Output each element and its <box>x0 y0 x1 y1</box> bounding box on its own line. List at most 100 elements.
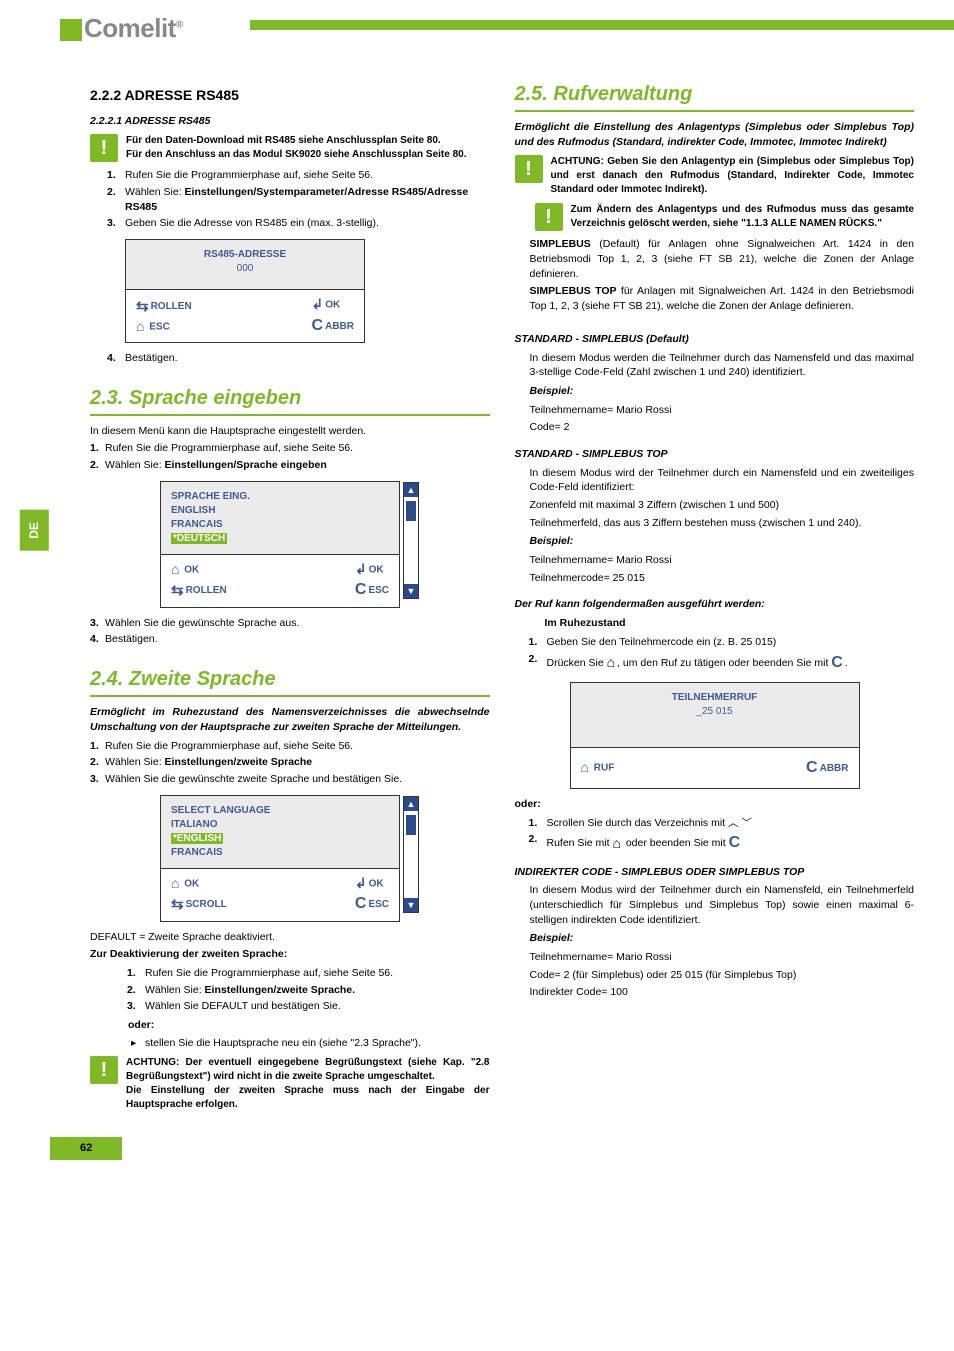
step-text: Wählen Sie die gewünschte zweite Sprache… <box>105 773 402 785</box>
body-bold: oder: <box>128 1019 154 1031</box>
intro-text: Ermöglicht die Einstellung des Anlagenty… <box>515 120 915 149</box>
warn-line: Die Einstellung der zweiten Sprache muss… <box>126 1084 490 1112</box>
warn-line: ACHTUNG: Der eventuell eingegebene Begrü… <box>126 1056 490 1084</box>
btn-label: OK <box>184 879 199 890</box>
c-icon: C <box>312 315 324 337</box>
language-tab: DE <box>20 510 49 551</box>
warn-text: Für den Daten-Download mit RS485 siehe A… <box>126 134 490 162</box>
btn-label: ESC <box>368 585 389 596</box>
body-bold: SIMPLEBUS TOP <box>530 285 617 297</box>
step-text: Rufen Sie die Programmierphase auf, sieh… <box>105 442 353 454</box>
bell-icon: ⌂ <box>581 758 589 778</box>
body-text: Teilnehmerfeld, das aus 3 Ziffern besteh… <box>530 516 915 531</box>
step-text: Rufen Sie die Programmierphase auf, sieh… <box>145 967 393 979</box>
btn-label: OK <box>369 564 384 575</box>
btn-label: ABBR <box>325 320 354 331</box>
warn-line: " <box>877 218 882 229</box>
btn-label: SCROLL <box>186 899 227 910</box>
warn-text: Zum Ändern des Anlagentyps und des Rufmo… <box>571 203 915 231</box>
example-label: Beispiel: <box>530 534 915 549</box>
scrollbar[interactable]: ▲ ▼ <box>403 482 419 599</box>
step-text: Rufen Sie die Programmierphase auf, sieh… <box>105 740 353 752</box>
scroll-up-icon[interactable]: ▲ <box>404 797 418 811</box>
scroll-down-icon[interactable]: ▼ <box>404 584 418 598</box>
scroll-up-icon[interactable]: ▲ <box>404 483 418 497</box>
btn-label: ESC <box>149 321 170 332</box>
display-screen: RS485-ADRESSE 000 <box>126 240 364 290</box>
warn-text: ACHTUNG: Der eventuell eingegebene Begrü… <box>126 1056 490 1112</box>
enter-icon: ↲ <box>355 560 367 580</box>
bullet-text: stellen Sie die Hauptsprache neu ein (si… <box>145 1037 421 1049</box>
body-text: In diesem Modus wird der Teilnehmer durc… <box>530 883 915 927</box>
display-line: ENGLISH <box>171 504 389 518</box>
step-bold: Einstellungen/zweite Sprache. <box>205 984 356 996</box>
btn-label: ROLLEN <box>186 585 227 596</box>
bell-icon: ⌂ <box>171 874 179 894</box>
c-icon: C <box>355 579 367 601</box>
body-text: In diesem Modus werden die Teilnehmer du… <box>530 351 915 380</box>
display-buttons: ⌂ OK ⇆ROLLEN ↲OK CESC <box>161 555 399 607</box>
bell-icon: ⌂ <box>612 834 620 854</box>
swap-icon: ⇆ <box>136 296 149 317</box>
step-text: Bestätigen. <box>105 633 158 645</box>
warn-icon: ! <box>535 203 563 231</box>
warning-box: ! ACHTUNG: Der eventuell eingegebene Beg… <box>90 1056 490 1112</box>
step-text: Geben Sie die Adresse von RS485 ein (max… <box>125 217 379 229</box>
display-line: 000 <box>136 262 354 276</box>
example-text: Indirekter Code= 100 <box>530 985 915 1000</box>
display-line: SPRACHE EING. <box>171 490 389 504</box>
body-text: DEFAULT = Zweite Sprache deaktiviert. <box>90 930 490 945</box>
step-bold: Einstellungen/Sprache eingeben <box>165 459 327 471</box>
warning-box: ! ACHTUNG: Geben Sie den Anlagentyp ein … <box>515 155 915 197</box>
btn-label: OK <box>325 299 340 310</box>
c-icon: C <box>729 832 741 854</box>
header-stripe <box>250 20 954 30</box>
step-text: Wählen Sie: <box>105 459 165 471</box>
display-panel: RS485-ADRESSE 000 ⇆ROLLEN ⌂ ESC ↲OK CABB… <box>125 239 365 343</box>
enter-icon: ↲ <box>312 295 324 315</box>
warn-line: Für den Anschluss an das Modul SK9020 si… <box>126 148 490 162</box>
display-line: TEILNEHMERRUF <box>581 691 849 705</box>
scroll-down-icon[interactable]: ▼ <box>404 898 418 912</box>
warn-line: Zum Ändern des Anlagentyps und des Rufmo… <box>571 204 915 229</box>
step-text: Wählen Sie die gewünschte Sprache aus. <box>105 617 299 629</box>
heading-222: 2.2.2 ADRESSE RS485 <box>90 86 490 106</box>
display-panel: SELECT LANGUAGE ITALIANO *ENGLISH FRANCA… <box>160 795 400 922</box>
step-text: Wählen Sie DEFAULT und bestätigen Sie. <box>145 1000 341 1012</box>
warn-text: ACHTUNG: Geben Sie den Anlagentyp ein (S… <box>551 155 915 197</box>
display-line: _25 015 <box>581 705 849 719</box>
display-panel: SPRACHE EING. ENGLISH FRANCAIS *DEUTSCH … <box>160 481 400 608</box>
sub-heading: INDIREKTER CODE - SIMPLEBUS ODER SIMPLEB… <box>515 865 915 880</box>
display-screen: SELECT LANGUAGE ITALIANO *ENGLISH FRANCA… <box>161 796 399 869</box>
right-column: 2.5. Rufverwaltung Ermöglicht die Einste… <box>515 80 915 1118</box>
btn-label: OK <box>184 565 199 576</box>
chevron-up-icon: ︿ <box>728 817 739 829</box>
heading-2221: 2.2.2.1 ADRESSE RS485 <box>90 114 490 129</box>
display-line-selected: *ENGLISH <box>171 833 223 844</box>
step-text: Rufen Sie die Programmierphase auf, sieh… <box>125 169 373 181</box>
logo-icon <box>60 19 82 41</box>
step-text: , um den Ruf zu tätigen oder beenden Sie… <box>617 656 831 668</box>
example-label: Beispiel: <box>530 931 915 946</box>
heading-24: 2.4. Zweite Sprache <box>90 665 490 697</box>
display-buttons: ⇆ROLLEN ⌂ ESC ↲OK CABBR <box>126 290 364 342</box>
example-label: Beispiel: <box>530 384 915 399</box>
btn-label: OK <box>369 878 384 889</box>
step-text: oder beenden Sie mit <box>623 837 729 849</box>
step-text: Wählen Sie: <box>125 186 185 198</box>
body-bold: Im Ruhezustand <box>545 617 626 629</box>
scrollbar[interactable]: ▲ ▼ <box>403 796 419 913</box>
enter-icon: ↲ <box>355 874 367 894</box>
btn-label: ABBR <box>820 763 849 774</box>
display-line: FRANCAIS <box>171 846 389 860</box>
warning-box: ! Für den Daten-Download mit RS485 siehe… <box>90 134 490 162</box>
step-text: Drücken Sie <box>547 656 607 668</box>
example-text: Teilnehmercode= 25 015 <box>530 571 915 586</box>
display-line: SELECT LANGUAGE <box>171 804 389 818</box>
step-text: Geben Sie den Teilnehmercode ein (z. B. … <box>547 636 777 648</box>
sub-heading: STANDARD - SIMPLEBUS (Default) <box>515 332 915 347</box>
body-text: In diesem Menü kann die Hauptsprache ein… <box>90 424 490 439</box>
body-text: Zonenfeld mit maximal 3 Ziffern (zwische… <box>530 498 915 513</box>
bell-icon: ⌂ <box>607 653 615 673</box>
sub-heading: Der Ruf kann folgendermaßen ausgeführt w… <box>515 597 915 612</box>
